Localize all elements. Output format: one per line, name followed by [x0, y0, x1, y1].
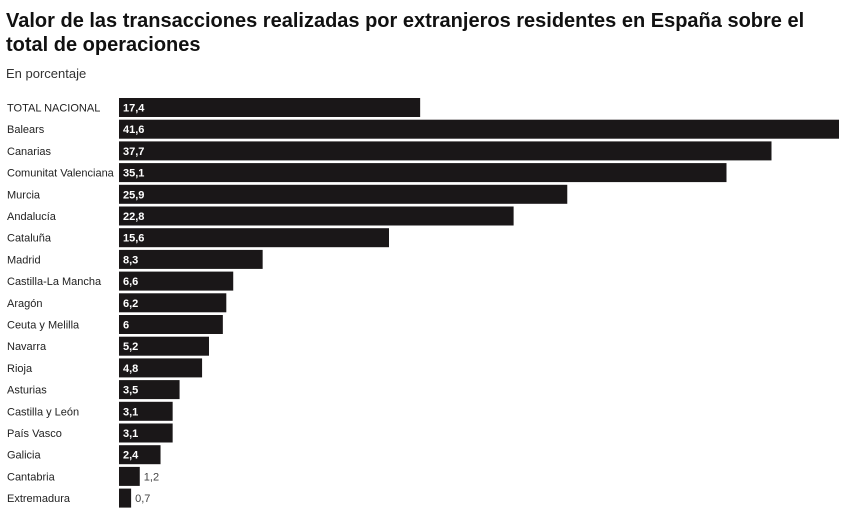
bar	[119, 380, 180, 400]
data-label: 37,7	[123, 146, 144, 158]
data-label: 6,2	[123, 298, 138, 310]
chart-subtitle: En porcentaje	[6, 66, 87, 81]
category-label: Madrid	[7, 254, 41, 266]
data-label: 22,8	[123, 211, 144, 223]
category-label: Canarias	[7, 146, 52, 158]
bar	[119, 249, 263, 269]
category-label: Comunitat Valenciana	[7, 168, 115, 180]
data-label: 17,4	[123, 103, 145, 115]
bar	[119, 336, 209, 356]
data-label: 8,3	[123, 254, 138, 266]
category-label: Cataluña	[7, 233, 52, 245]
bar	[119, 119, 839, 139]
category-label: Asturias	[7, 385, 47, 397]
data-label: 0,7	[135, 493, 150, 505]
category-label: Cantabria	[7, 471, 56, 483]
data-label: 1,2	[144, 471, 159, 483]
chart-title: Valor de las transacciones realizadas po…	[6, 10, 805, 56]
data-label: 2,4	[123, 450, 139, 462]
category-label: Extremadura	[7, 493, 71, 505]
data-label: 35,1	[123, 168, 144, 180]
data-label: 4,8	[123, 363, 138, 375]
bar	[119, 293, 227, 313]
bar	[119, 206, 514, 226]
bar	[119, 358, 203, 378]
data-label: 5,2	[123, 341, 138, 353]
bar	[119, 184, 568, 204]
data-label: 3,5	[123, 385, 138, 397]
data-label: 3,1	[123, 428, 138, 440]
bar	[119, 163, 727, 183]
bar-chart: TOTAL NACIONAL 17,4 Balears 41,6 Canarias 37,…	[7, 98, 839, 508]
bar	[119, 141, 772, 161]
data-label: 41,6	[123, 124, 144, 136]
bar	[119, 315, 223, 334]
bar	[119, 271, 234, 291]
category-label: Andalucía	[7, 211, 57, 223]
category-label: Aragón	[7, 298, 42, 310]
bar	[119, 466, 140, 486]
data-label: 6	[123, 320, 129, 332]
bar	[119, 488, 132, 508]
bar	[119, 423, 173, 443]
data-label: 3,1	[123, 406, 138, 418]
category-label: País Vasco	[7, 428, 62, 440]
data-label: 6,6	[123, 276, 138, 288]
category-label: TOTAL NACIONAL	[7, 103, 100, 115]
category-label: Murcia	[7, 189, 41, 201]
category-label: Galicia	[7, 450, 42, 462]
category-label: Castilla-La Mancha	[7, 276, 102, 288]
bar	[119, 401, 173, 421]
bar	[119, 228, 389, 248]
bar	[119, 445, 161, 465]
data-label: 25,9	[123, 189, 144, 201]
category-label: Navarra	[7, 341, 47, 353]
bar	[119, 98, 421, 117]
category-label: Rioja	[7, 363, 33, 375]
category-label: Ceuta y Melilla	[7, 320, 80, 332]
data-label: 15,6	[123, 233, 144, 245]
category-label: Castilla y León	[7, 406, 79, 418]
category-label: Balears	[7, 124, 45, 136]
